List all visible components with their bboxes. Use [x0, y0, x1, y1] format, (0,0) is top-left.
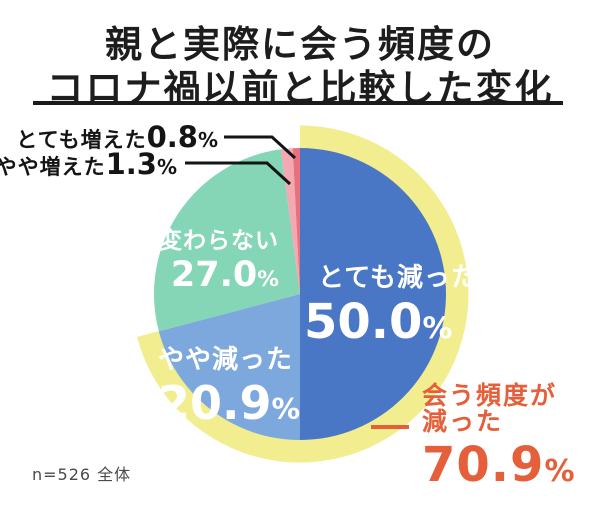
slice-label-increased-some: やや増えた 1.3%	[0, 147, 177, 181]
slice-name: とても減った	[318, 263, 478, 293]
pie-slice-4	[280, 148, 300, 294]
slice-label-decreased-alot: とても減った 50.0%	[304, 257, 478, 346]
pie-slice-1	[300, 148, 446, 440]
highlight-value: 70.9%	[422, 437, 576, 493]
leader-line-increased-some	[185, 161, 292, 186]
slice-value: 1.3%	[105, 147, 177, 181]
leader-line-increased-alot	[224, 135, 297, 160]
percent-sign: %	[544, 454, 576, 489]
slice-name: とても増えた	[16, 128, 147, 152]
slice-value: 0.8%	[146, 120, 218, 154]
slice-label-decreased-some: やや減った 20.9%	[158, 339, 300, 426]
slice-label-unchanged: 変わらない 27.0%	[159, 221, 279, 293]
slice-name: 変わらない	[159, 228, 279, 254]
slice-label-increased-alot: とても増えた 0.8%	[16, 120, 218, 154]
percent-sign: %	[197, 128, 218, 152]
percent-sign: %	[422, 311, 453, 346]
slice-value: 27.0%	[170, 255, 279, 295]
highlight-label-line1: 会う頻度が	[422, 381, 558, 410]
pie-slice-3	[153, 149, 300, 332]
highlight-label-line2: 減った	[422, 407, 504, 436]
highlight-band	[137, 125, 469, 463]
slice-value: 50.0%	[304, 294, 453, 350]
slice-name: やや増えた	[0, 155, 106, 179]
slice-name: やや減った	[158, 345, 294, 375]
pie-slice-2	[158, 294, 300, 440]
pie-slice-5	[292, 148, 300, 294]
slice-value: 20.9%	[158, 376, 301, 430]
highlight-annotation: 会う頻度が 減った 70.9%	[422, 381, 576, 493]
title-underline	[33, 101, 563, 105]
percent-sign: %	[257, 267, 279, 292]
percent-sign: %	[271, 393, 301, 426]
sample-size-note: n=526 全体	[32, 465, 132, 484]
chart-title-line1: 親と実際に会う頻度の	[105, 23, 495, 66]
percent-sign: %	[156, 155, 177, 179]
